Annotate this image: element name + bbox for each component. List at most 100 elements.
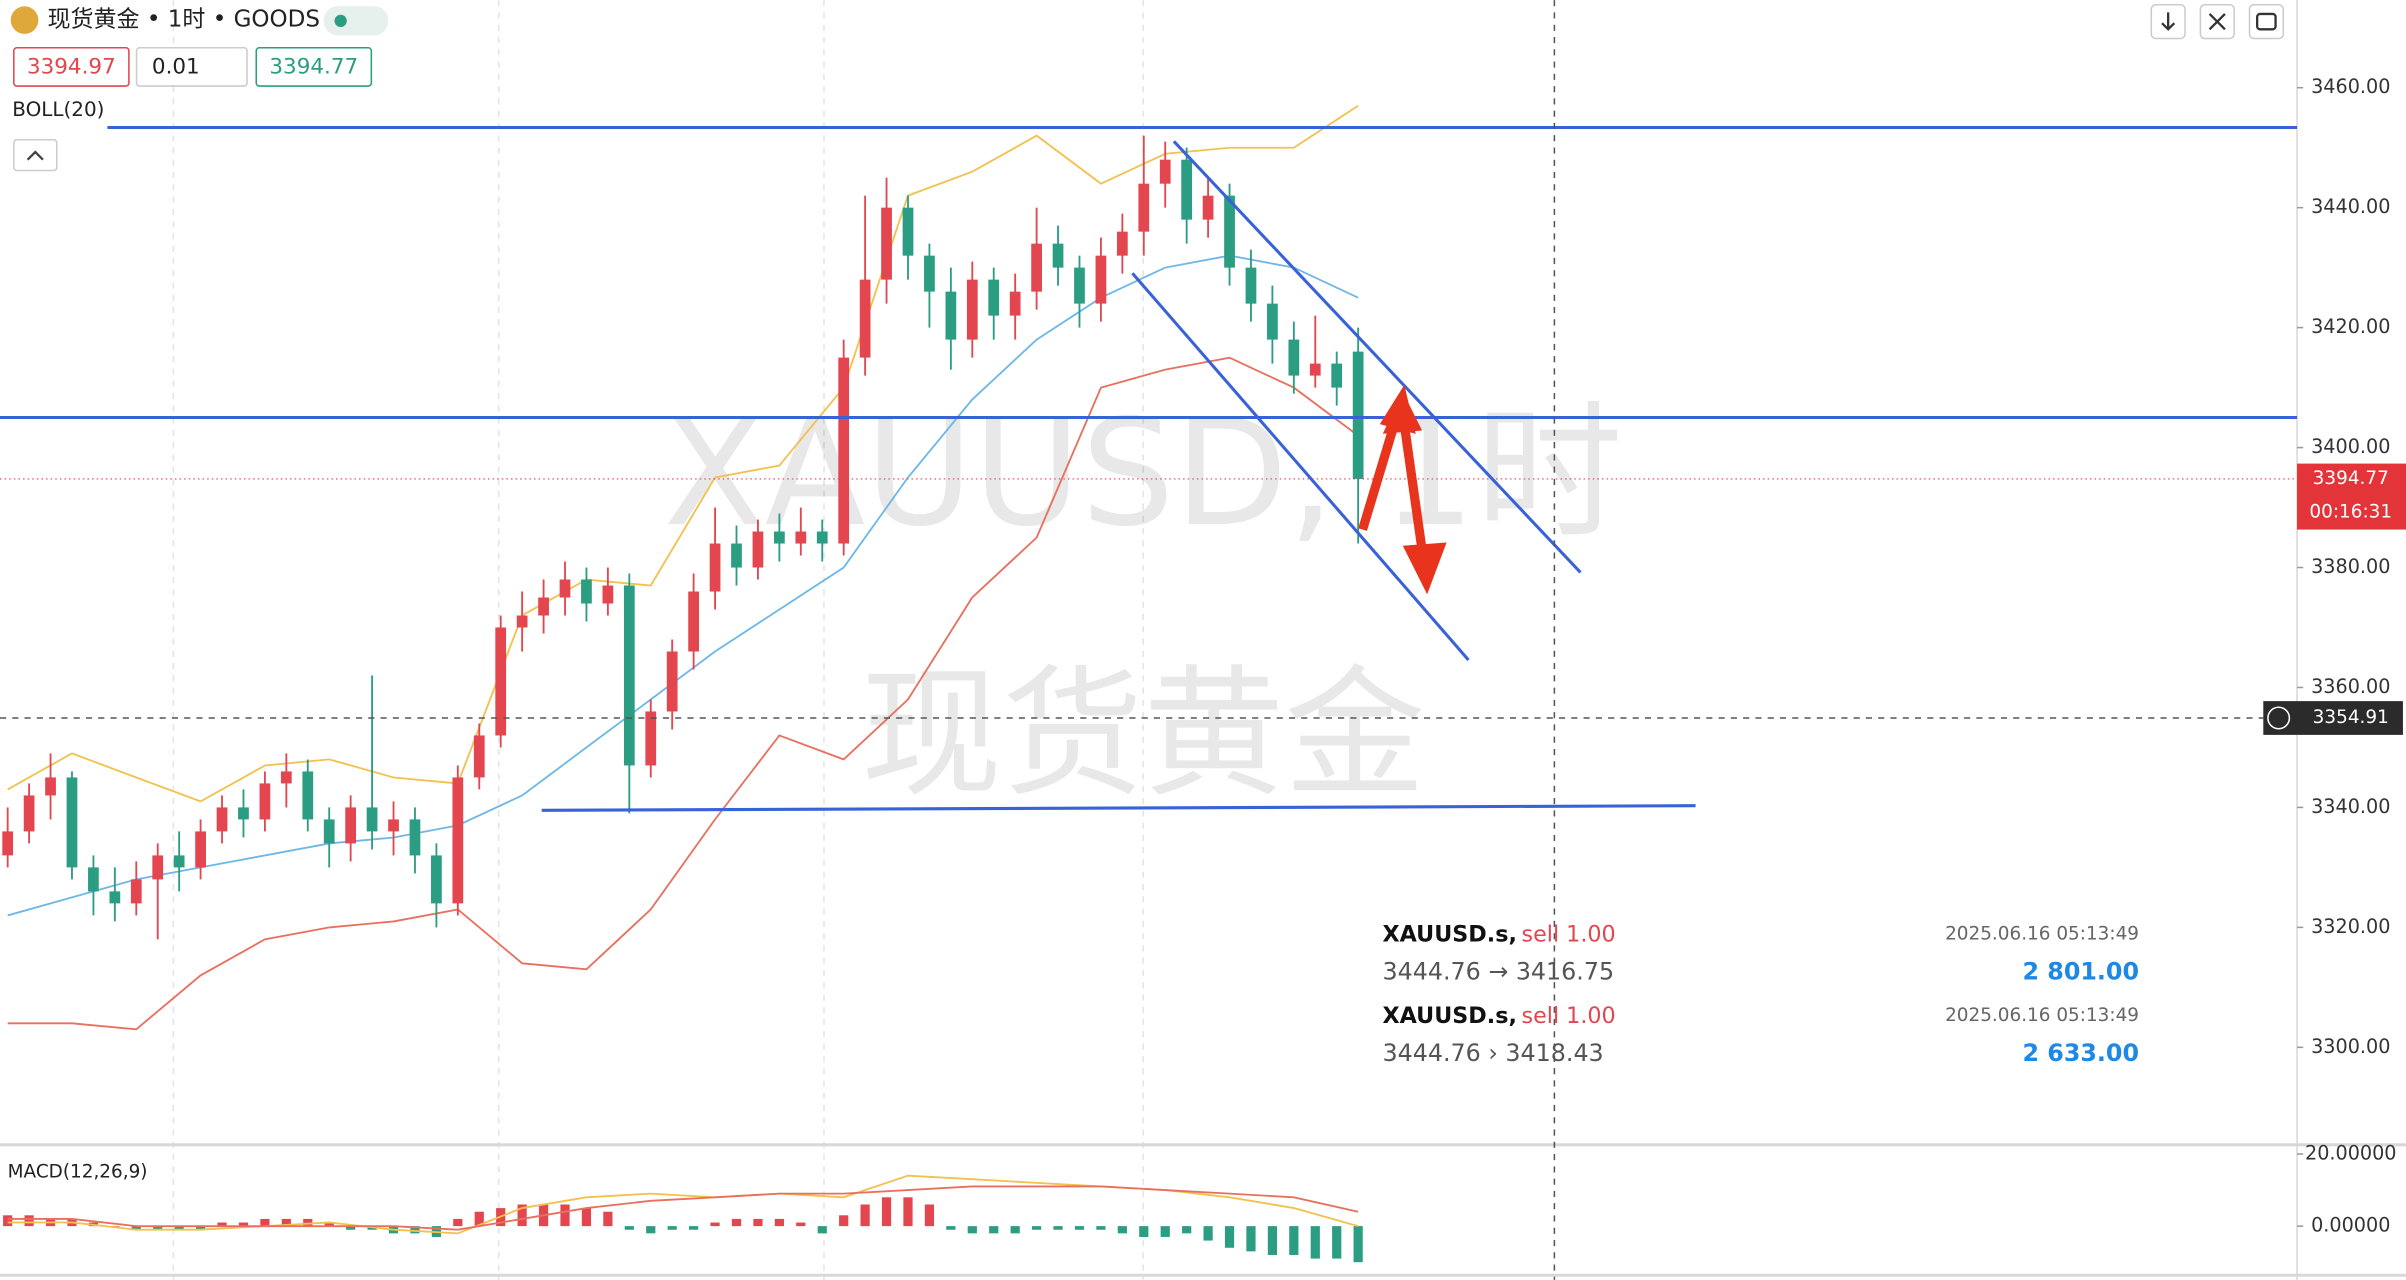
collapse-button[interactable]: [13, 139, 58, 172]
candle-body: [259, 783, 271, 820]
candle-body: [859, 279, 871, 358]
macd-bar: [881, 1197, 892, 1227]
trade-header: XAUUSD.s, sell 1.00: [1383, 921, 1616, 947]
candle-body: [1052, 243, 1064, 268]
channel-line: [1172, 140, 1582, 574]
candle-body: [152, 855, 164, 880]
y-tick-label: 20.00000: [2305, 1142, 2396, 1165]
candle-body: [345, 807, 357, 844]
arrow-down: [1397, 410, 1427, 554]
candle-body: [2, 831, 14, 856]
lot-input[interactable]: [135, 46, 248, 87]
trade-profit: 2 633.00: [2022, 1039, 2139, 1067]
ask-price: 3394.77: [269, 55, 358, 80]
macd-bar: [667, 1226, 677, 1230]
macd-bar: [581, 1208, 592, 1227]
candle-body: [538, 597, 549, 616]
y-tick-label: 3440.00: [2311, 195, 2390, 218]
macd-bar: [260, 1218, 270, 1227]
candle-body: [473, 735, 485, 778]
trade-list: XAUUSD.s, sell 1.00 2025.06.16 05:13:49 344…: [1383, 921, 2139, 1067]
screenshot-button[interactable]: [2248, 3, 2285, 40]
macd-bar: [860, 1204, 870, 1227]
candle-body: [1009, 291, 1021, 316]
macd-bar: [646, 1226, 656, 1234]
trade-time: 2025.06.16 05:13:49: [1945, 1005, 2139, 1026]
y-tick-label: 3320.00: [2311, 915, 2390, 938]
trade-header: XAUUSD.s, sell 1.00: [1383, 1002, 1616, 1028]
macd-bar: [1203, 1226, 1213, 1241]
candle-body: [516, 615, 528, 628]
candle-body: [902, 207, 914, 256]
arrow-head: [1402, 542, 1447, 595]
sell-box[interactable]: [13, 46, 130, 87]
candle-body: [581, 579, 592, 604]
macd-bar: [1032, 1226, 1042, 1230]
candle-body: [1309, 363, 1321, 376]
boll-line: [7, 356, 1359, 1031]
macd-bar: [1010, 1226, 1020, 1234]
indicator-label: BOLL(20): [12, 97, 104, 121]
macd-bar: [967, 1226, 977, 1234]
candle-body: [366, 807, 378, 832]
candle-body: [216, 807, 228, 832]
macd-bar: [753, 1218, 763, 1227]
candle-body: [1181, 159, 1193, 220]
candle-body: [1138, 183, 1150, 232]
macd-bar: [839, 1215, 849, 1227]
candle-body: [988, 279, 1000, 316]
candle-body: [280, 771, 292, 784]
candle-body: [623, 585, 635, 766]
status-toggle[interactable]: [323, 6, 389, 36]
macd-bar: [453, 1218, 463, 1227]
candle-body: [109, 891, 121, 904]
macd-bar: [710, 1222, 720, 1227]
candle-body: [409, 819, 421, 856]
y-tick-label: 3420.00: [2311, 315, 2390, 338]
boll-line: [7, 104, 1359, 803]
icon: [2161, 12, 2176, 31]
macd-bar: [238, 1222, 249, 1227]
trade-time: 2025.06.16 05:13:49: [1945, 924, 2139, 945]
icon: [2256, 12, 2277, 31]
candle-body: [1116, 231, 1128, 256]
main-plot: [0, 104, 2298, 1031]
macd-bar: [281, 1218, 291, 1227]
macd-bar: [774, 1218, 784, 1227]
macd-bar: [217, 1222, 227, 1227]
candle-body: [302, 771, 314, 820]
macd-label: MACD(12,26,9): [8, 1161, 148, 1182]
macd-bar: [346, 1226, 356, 1230]
candle-body: [195, 831, 206, 868]
candle-body: [45, 777, 56, 796]
buy-box[interactable]: [255, 46, 373, 87]
candle-body: [816, 531, 828, 544]
candle-body: [431, 855, 442, 904]
y-tick-label: 3300.00: [2311, 1035, 2390, 1058]
candle-body: [731, 543, 742, 568]
macd-bar: [603, 1211, 613, 1227]
trade-prices: 3444.76 › 3418.43: [1383, 1039, 1604, 1067]
candle-body: [1031, 243, 1042, 292]
candle-body: [66, 777, 78, 868]
macd-bar: [1267, 1226, 1278, 1255]
macd-line: [7, 1185, 1359, 1231]
macd-bar: [1246, 1226, 1256, 1252]
channel-line: [1131, 272, 1470, 661]
macd-bar: [731, 1218, 742, 1227]
drawings: [0, 125, 2298, 812]
last-price-tag: [2297, 463, 2406, 530]
candle-body: [238, 807, 249, 820]
macd-bar: [517, 1204, 527, 1227]
button-icons: [2161, 12, 2277, 31]
macd-bar: [624, 1226, 634, 1230]
macd-bar: [1117, 1226, 1127, 1234]
trade-profit: 2 801.00: [2022, 957, 2139, 985]
status-dot: [334, 14, 347, 27]
macd-plot: [3, 1174, 1363, 1263]
candle-body: [795, 531, 807, 544]
candle-body: [1202, 195, 1214, 220]
candle-body: [1245, 267, 1257, 304]
